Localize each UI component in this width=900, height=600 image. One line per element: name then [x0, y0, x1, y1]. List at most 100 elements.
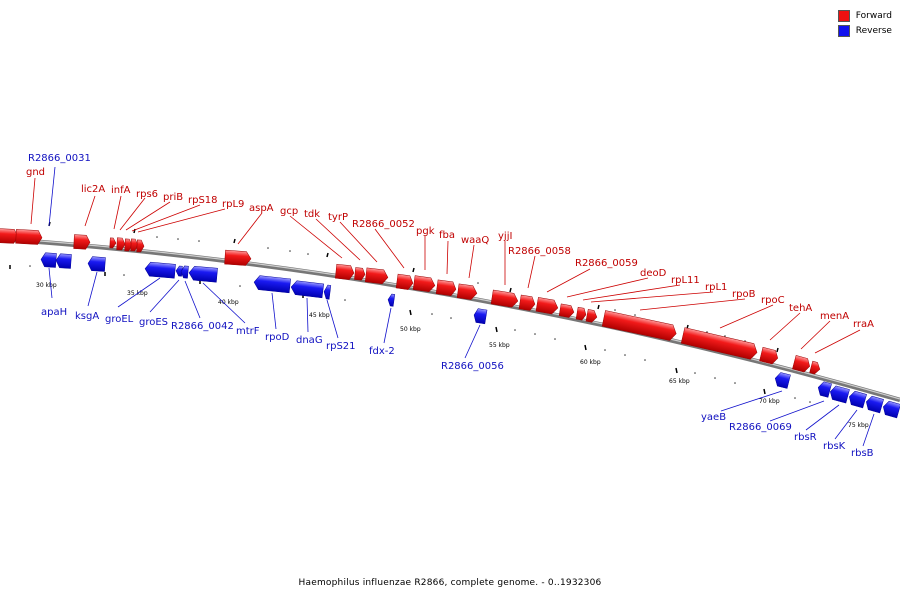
tick-label: 55 kbp	[489, 342, 510, 349]
gene-label[interactable]: menA	[820, 311, 849, 322]
reverse-gene[interactable]	[864, 395, 884, 414]
forward-gene[interactable]	[73, 234, 91, 250]
tick-label: 45 kbp	[309, 312, 330, 319]
forward-gene[interactable]	[558, 303, 575, 318]
gene-label[interactable]: waaQ	[461, 235, 489, 246]
reverse-gene[interactable]	[881, 400, 900, 419]
gene-label[interactable]: rbsR	[794, 432, 817, 443]
reverse-gene[interactable]	[40, 252, 57, 268]
gene-label[interactable]: yjjI	[498, 231, 512, 242]
leader-line	[237, 212, 263, 245]
gene-label[interactable]: tyrP	[328, 212, 348, 223]
forward-gene[interactable]	[109, 237, 117, 249]
leader-line	[339, 221, 378, 263]
reverse-gene[interactable]	[188, 265, 218, 283]
gene-label[interactable]: gcp	[280, 206, 298, 217]
gene-label[interactable]: lic2A	[81, 184, 105, 195]
legend-item-reverse[interactable]: Reverse	[837, 23, 892, 38]
forward-gene[interactable]	[575, 306, 587, 321]
gene-label[interactable]: rpS18	[188, 195, 218, 206]
gene-label[interactable]: fdx-2	[369, 346, 395, 357]
gene-label[interactable]: rraA	[853, 319, 874, 330]
gene-label[interactable]: rpL1	[705, 282, 727, 293]
reverse-gene[interactable]	[55, 253, 72, 269]
gene-label[interactable]: groEL	[105, 314, 134, 325]
gene-label[interactable]: R2866_0052	[352, 219, 415, 230]
gene-label[interactable]: ksgA	[75, 311, 99, 322]
forward-gene[interactable]	[224, 249, 252, 266]
reverse-gene[interactable]	[774, 372, 791, 389]
forward-gene[interactable]	[136, 239, 145, 253]
forward-gene[interactable]	[15, 229, 43, 245]
forward-gene[interactable]	[130, 238, 139, 252]
leader-line	[87, 271, 98, 307]
reverse-gene[interactable]	[253, 275, 291, 294]
gene-label[interactable]: rbsK	[823, 441, 846, 452]
forward-gene[interactable]	[354, 267, 366, 281]
gene-label[interactable]: R2866_0058	[508, 246, 571, 257]
gene-label[interactable]: groES	[139, 317, 168, 328]
gene-label[interactable]: rps6	[136, 189, 158, 200]
forward-gene[interactable]	[809, 360, 822, 375]
forward-gene[interactable]	[412, 275, 436, 293]
gene-label[interactable]: infA	[111, 185, 131, 196]
genome-caption: Haemophilus influenzae R2866, complete g…	[298, 578, 602, 588]
reverse-gene[interactable]	[473, 308, 488, 325]
forward-gene[interactable]	[395, 273, 414, 290]
forward-gene[interactable]	[759, 346, 780, 365]
gene-label[interactable]: tehA	[789, 303, 812, 314]
minor-tick	[450, 317, 452, 319]
leader-line	[527, 255, 536, 289]
gene-label[interactable]: rpL9	[222, 199, 244, 210]
forward-gene[interactable]	[116, 237, 126, 251]
gene-label[interactable]: R2866_0069	[729, 422, 792, 433]
forward-gene[interactable]	[585, 309, 598, 323]
gene-label[interactable]: R2866_0059	[575, 258, 638, 269]
gene-label[interactable]: rpL11	[671, 275, 700, 286]
gene-label[interactable]: R2866_0042	[171, 321, 234, 332]
minor-tick	[307, 253, 309, 255]
forward-gene[interactable]	[601, 310, 678, 341]
gene-label[interactable]: rbsB	[851, 448, 874, 459]
gene-label[interactable]: rpoC	[761, 295, 785, 306]
reverse-gene[interactable]	[828, 385, 850, 404]
leader-line	[446, 240, 449, 275]
forward-gene[interactable]	[364, 267, 389, 285]
gene-label[interactable]: yaeB	[701, 412, 726, 423]
gene-label[interactable]: apaH	[41, 307, 67, 318]
gene-label[interactable]: tdk	[304, 209, 320, 220]
minor-tick	[177, 238, 179, 240]
gene-label[interactable]: rpoB	[732, 289, 756, 300]
forward-gene[interactable]	[518, 294, 536, 311]
reverse-gene[interactable]	[323, 284, 332, 300]
gene-label[interactable]: fba	[439, 230, 455, 241]
reverse-gene[interactable]	[144, 261, 176, 279]
forward-gene[interactable]	[680, 327, 759, 361]
reverse-gene[interactable]	[180, 265, 189, 279]
gene-label[interactable]: R2866_0056	[441, 361, 504, 372]
gene-label[interactable]: mtrF	[236, 326, 260, 337]
gene-label[interactable]: rpS21	[326, 341, 356, 352]
forward-gene[interactable]	[535, 297, 559, 315]
gene-label[interactable]: rpoD	[265, 332, 290, 343]
legend-item-forward[interactable]: Forward	[837, 8, 892, 23]
gene-label[interactable]: priB	[163, 192, 183, 203]
forward-gene[interactable]	[335, 263, 355, 280]
reverse-gene[interactable]	[387, 293, 396, 307]
forward-gene[interactable]	[792, 355, 811, 373]
reverse-gene[interactable]	[816, 381, 832, 398]
gene-label[interactable]: aspA	[249, 203, 274, 214]
gene-label[interactable]: pgk	[416, 226, 435, 237]
forward-gene[interactable]	[435, 279, 457, 297]
reverse-gene[interactable]	[290, 280, 325, 299]
gene-label[interactable]: gnd	[26, 167, 45, 178]
gene-label[interactable]: dnaG	[296, 335, 323, 346]
reverse-gene[interactable]	[847, 390, 867, 409]
forward-gene[interactable]	[456, 283, 478, 301]
forward-gene[interactable]	[490, 289, 519, 308]
gene-label[interactable]: deoD	[640, 268, 667, 279]
major-tick	[326, 252, 329, 258]
reverse-gene[interactable]	[87, 256, 106, 272]
forward-gene[interactable]	[124, 238, 133, 252]
gene-label[interactable]: R2866_0031	[28, 153, 91, 164]
